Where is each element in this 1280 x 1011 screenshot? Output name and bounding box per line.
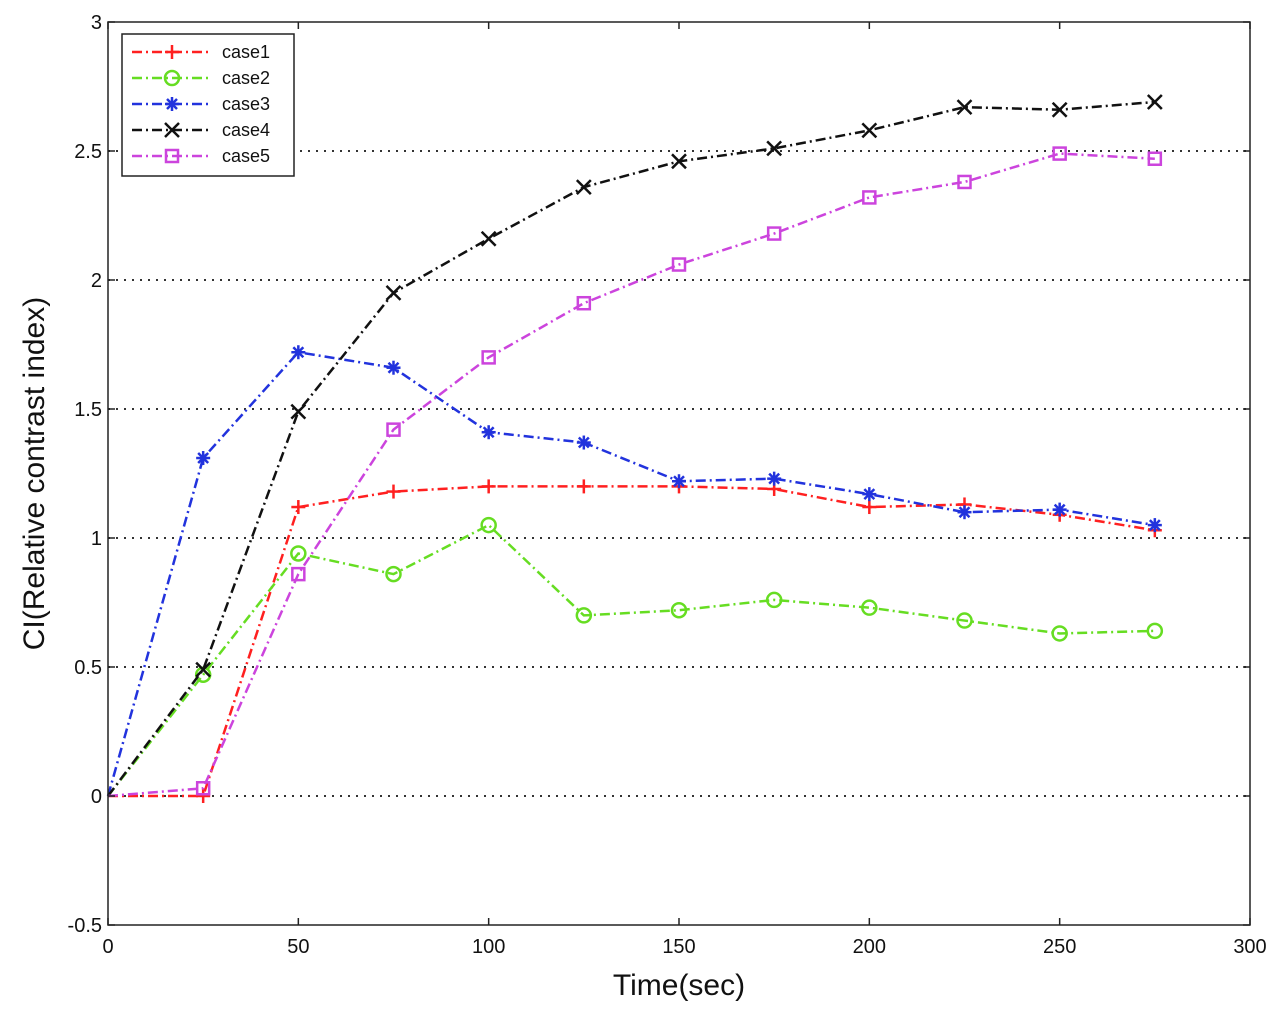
data-point-case3 [481,425,496,440]
data-point-case2 [290,545,307,562]
data-point-case1 [196,789,211,803]
data-point-case4 [1146,94,1163,110]
series-line-case4 [107,100,1155,797]
data-point-case2 [1146,622,1164,640]
series-line-case3 [106,350,1156,797]
data-point-case2 [765,591,783,609]
data-point-case4 [766,140,783,157]
x-axis-label: Time(sec) [613,969,745,1002]
data-point-case3 [576,435,591,450]
data-point-case4 [861,122,878,139]
data-point-case3 [1052,502,1067,517]
data-point-case4 [385,285,402,301]
data-point-case1 [291,500,306,515]
x-tick-label: 250 [1043,936,1076,958]
data-point-case5 [671,257,687,272]
data-point-case2 [575,607,593,624]
legend-marker-case2 [163,69,181,87]
data-point-case3 [1147,518,1162,533]
data-point-case5 [576,295,592,311]
data-point-case3 [196,451,211,466]
data-point-case3 [672,474,686,489]
x-tick-label: 150 [662,936,695,958]
data-point-case1 [386,484,401,499]
gridlines [108,150,1250,797]
data-point-case2 [194,666,212,683]
y-tick-label: 1.5 [74,399,102,421]
data-point-case4 [480,230,497,247]
data-point-case3 [386,360,401,375]
data-point-case3 [767,471,782,486]
axis-ticks: 0 50 100 150 200 250 300-0.500.511.522.53 [68,12,1267,958]
y-tick-label: 3 [91,12,102,34]
data-point-case5 [1052,146,1067,161]
data-point-case5 [291,566,306,582]
legend-label-case5: case5 [222,146,270,166]
data-point-case3 [957,505,972,520]
series-layer [106,94,1164,803]
series-line-case1 [108,485,1156,798]
x-tick-label: 100 [472,936,505,958]
series-line-case5 [107,152,1155,798]
data-point-case5 [862,190,877,205]
y-tick-label: 1 [91,528,102,550]
data-point-case2 [385,565,402,583]
x-tick-label: 200 [853,936,886,958]
data-point-case4 [956,99,973,116]
data-point-case2 [670,601,688,619]
data-point-case3 [291,345,306,360]
data-point-case4 [195,661,212,678]
data-point-case4 [671,153,687,170]
data-point-case5 [481,350,496,365]
y-tick-label: -0.5 [68,915,102,937]
legend-marker-case3 [165,97,179,111]
data-point-case5 [386,422,401,437]
series-line-case2 [107,523,1155,797]
y-tick-label: 2 [91,270,102,292]
data-point-case4 [575,179,592,196]
data-point-case3 [862,487,877,502]
data-point-case2 [480,516,497,534]
legend-marker-case1 [165,45,179,59]
legend-label-case2: case2 [222,68,270,88]
data-point-case2 [861,599,878,616]
data-point-case5 [957,174,972,190]
y-axis-label: CI(Relative contrast index) [18,297,51,650]
data-point-case1 [481,479,496,494]
legend-label-case3: case3 [222,94,270,114]
data-point-case2 [956,612,973,629]
legend-label-case1: case1 [222,42,270,62]
x-tick-label: 300 [1233,936,1266,958]
data-point-case5 [766,226,782,241]
data-point-case4 [290,403,307,420]
data-point-case1 [576,479,591,494]
data-point-case1 [862,500,877,515]
data-point-case2 [1051,625,1068,642]
legend: case1 case2 case3 case4 case5 [121,33,295,177]
x-tick-label: 0 [102,936,113,958]
legend-label-case4: case4 [222,120,270,140]
y-tick-label: 0.5 [74,657,102,679]
data-point-case5 [1147,151,1163,166]
legend-marker-case4 [164,122,180,138]
data-point-case5 [195,781,211,796]
legend-marker-case5 [164,148,180,164]
y-tick-label: 0 [91,786,102,808]
data-point-case4 [1051,101,1068,118]
y-tick-label: 2.5 [74,141,102,163]
x-tick-label: 50 [287,936,309,958]
